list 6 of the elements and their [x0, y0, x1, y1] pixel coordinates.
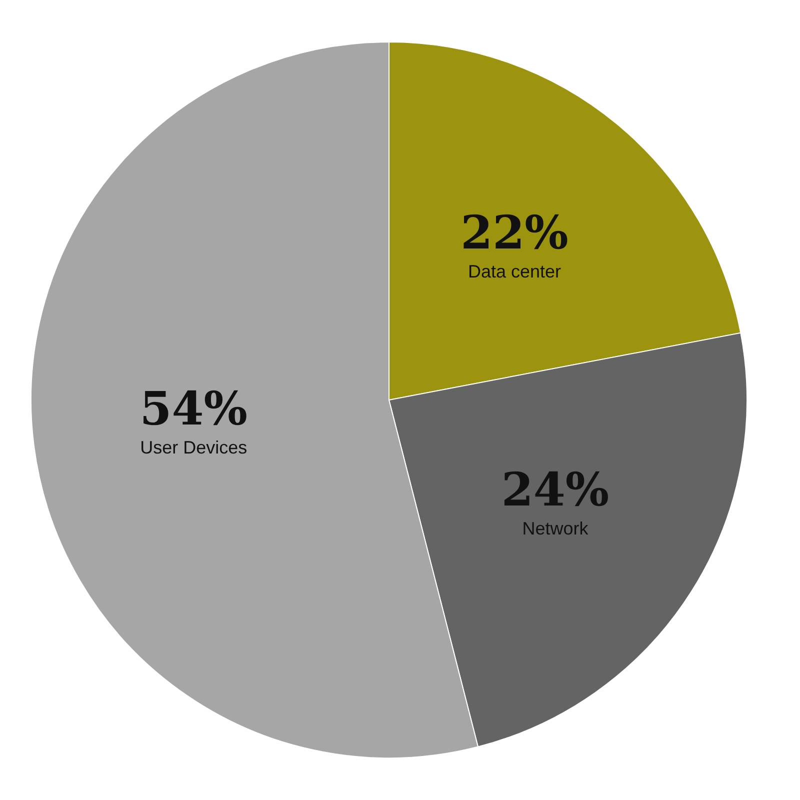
- data-label: 22%: [460, 205, 568, 260]
- data-label: 24%: [501, 462, 610, 517]
- data-label: 54%: [140, 382, 248, 436]
- slice-label: Network: [522, 518, 590, 539]
- slice-label: Data center: [468, 261, 562, 282]
- slice-label: User Devices: [140, 438, 248, 458]
